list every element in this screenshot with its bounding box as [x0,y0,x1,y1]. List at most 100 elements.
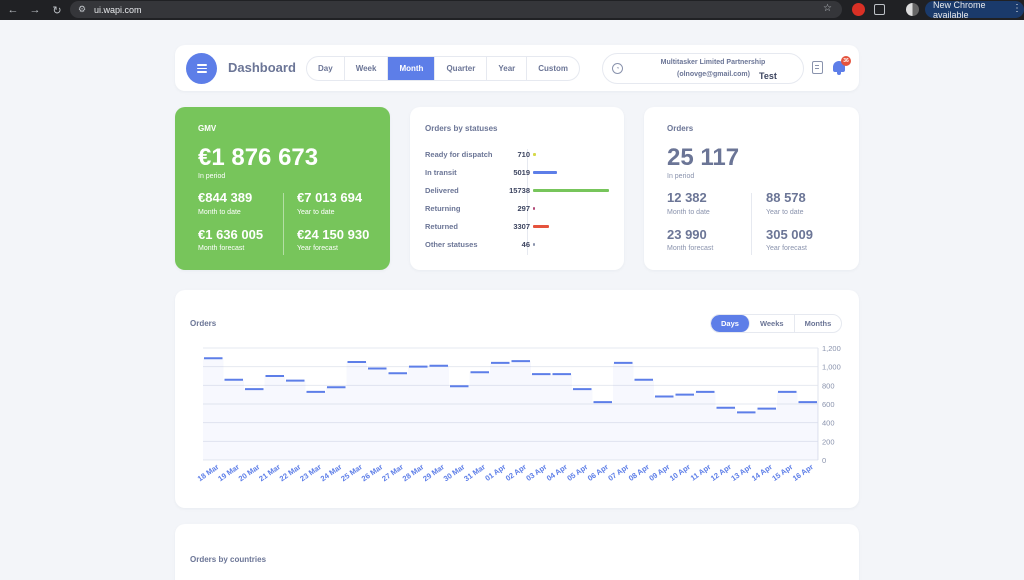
x-tick-label: 29 Mar [421,462,446,483]
y-tick-label: 800 [822,381,835,390]
x-tick-label: 13 Apr [729,462,753,483]
x-tick-label: 12 Apr [709,462,733,483]
company-selector[interactable]: ◔ Multitasker Limited Partnership (olnov… [602,53,804,84]
address-bar[interactable]: ⚙ ui.wapi.com ☆ [70,1,842,18]
notification-bell-icon[interactable] [832,59,846,75]
orders-month-forecast: 23 990 [667,227,707,242]
status-label: In transit [425,168,457,177]
gmv-value: €1 876 673 [198,144,319,171]
gmv-year-to-date: €7 013 694 [297,190,363,205]
gmv-month-forecast-label: Month forecast [198,245,245,252]
company-name: Multitasker Limited Partnership [660,59,766,66]
y-tick-label: 600 [822,400,835,409]
browser-toolbar: ← → ↻ ⚙ ui.wapi.com ☆ New Chrome availab… [0,0,1024,20]
orders-chart-title: Orders [190,319,217,328]
x-tick-label: 11 Apr [689,462,713,482]
granularity-months-button[interactable]: Months [804,319,832,328]
granularity-weeks-button[interactable]: Weeks [750,315,795,332]
period-custom-button[interactable]: Custom [538,64,569,73]
status-label: Other statuses [425,240,478,249]
gmv-year-forecast: €24 150 930 [297,227,370,242]
x-tick-label: 24 Mar [319,462,344,483]
gmv-year-to-date-label: Year to date [297,209,335,216]
x-tick-label: 14 Apr [750,462,774,483]
forward-icon[interactable]: → [29,4,41,16]
period-day-button[interactable]: Day [307,57,345,80]
granularity-days-button[interactable]: Days [711,315,750,332]
company-tag: Test [759,71,777,81]
x-tick-label: 27 Mar [380,462,405,483]
x-tick-label: 30 Mar [442,462,467,483]
notification-badge: 36 [841,56,851,66]
orders-value-label: In period [667,173,695,180]
site-settings-icon[interactable]: ⚙ [78,4,87,14]
status-label: Returned [425,222,458,231]
x-tick-label: 23 Mar [298,462,323,483]
divider [751,193,752,255]
status-count: 3307 [513,222,530,231]
status-count: 710 [517,150,530,159]
orders-by-countries-card: Orders by countries [175,524,859,580]
orders-year-forecast: 305 009 [766,227,813,242]
extension-icon[interactable] [852,3,865,16]
period-week-button[interactable]: Week [345,57,389,80]
period-quarter-button[interactable]: Quarter [435,57,488,80]
gmv-title: GMV [198,124,217,133]
back-icon[interactable]: ← [7,4,19,16]
x-tick-label: 22 Mar [278,462,303,483]
status-axis [527,149,528,255]
x-tick-label: 05 Apr [565,462,589,483]
status-count: 15738 [509,186,530,195]
x-tick-label: 21 Mar [257,462,282,483]
profile-avatar-icon[interactable] [906,3,919,16]
orders-title: Orders [667,124,694,133]
orders-year-to-date-label: Year to date [766,209,804,216]
x-tick-label: 02 Apr [504,462,528,483]
hamburger-icon [196,64,207,66]
new-chrome-button[interactable]: New Chrome available [925,0,1024,20]
reload-icon[interactable]: ↻ [52,4,62,17]
x-tick-label: 16 Apr [791,462,815,483]
status-row: Other statuses 46 [425,240,615,252]
status-bar [533,207,535,210]
status-bar [533,243,535,246]
company-email: (olnovge@gmail.com) [677,71,750,78]
x-tick-label: 10 Apr [668,462,692,483]
x-tick-label: 04 Apr [545,462,569,483]
bookmark-star-icon[interactable]: ☆ [823,3,832,14]
menu-button[interactable] [186,53,217,84]
status-count: 46 [521,240,530,249]
orders-month-to-date: 12 382 [667,190,707,205]
url-text: ui.wapi.com [94,4,142,15]
orders-value: 25 117 [667,144,740,171]
status-label: Delivered [425,186,459,195]
browser-menu-icon[interactable]: ⋮ [1012,3,1022,14]
orders-chart-card: 0 200 400 600 800 1,000 1,200 18 Mar 19 Mar 20 Ma… [175,290,859,508]
gmv-month-to-date: €844 389 [198,190,253,205]
period-year-button[interactable]: Year [487,57,528,80]
status-bar [533,171,558,174]
status-row: In transit 5019 [425,168,615,180]
gmv-value-label: In period [198,173,226,180]
gmv-year-forecast-label: Year forecast [297,245,338,252]
orders-year-to-date: 88 578 [766,190,806,205]
docs-book-icon[interactable] [812,61,823,74]
extensions-puzzle-icon[interactable] [874,4,885,15]
period-selector: Day Week Month Quarter Year Custom [306,56,581,81]
x-tick-label: 19 Mar [216,462,241,483]
orders-month-forecast-label: Month forecast [667,245,714,252]
y-tick-label: 1,200 [822,344,841,353]
x-tick-label: 18 Mar [196,462,221,483]
y-tick-label: 0 [822,456,826,465]
orders-stats-card: Orders 25 117 In period 12 382 Month to … [644,107,859,270]
countries-title: Orders by countries [190,555,267,564]
status-bar [533,225,549,228]
x-tick-label: 01 Apr [483,462,507,483]
x-tick-label: 08 Apr [627,462,651,483]
y-tick-label: 1,000 [822,363,841,372]
period-month-button[interactable]: Month [388,57,436,80]
gmv-month-to-date-label: Month to date [198,209,241,216]
divider [283,193,284,255]
x-tick-label: 20 Mar [237,462,262,483]
